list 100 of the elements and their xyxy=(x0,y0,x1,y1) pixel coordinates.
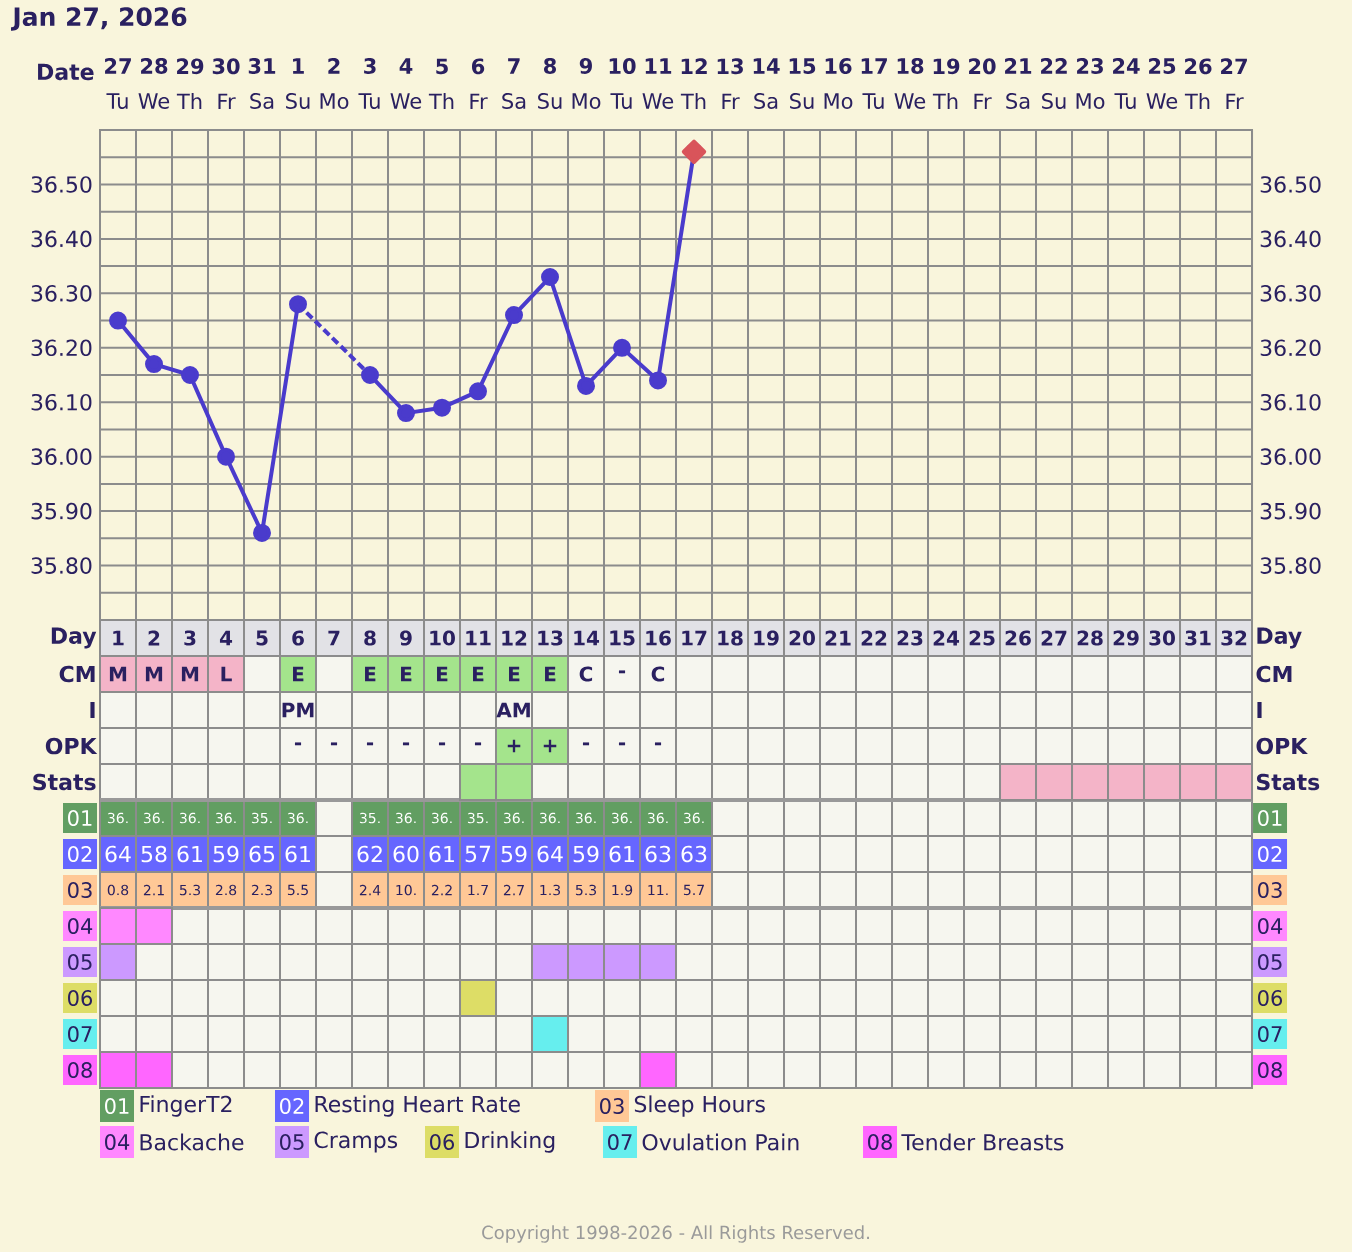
x-tick-label: 6 Fr xyxy=(470,58,488,109)
text: 36. xyxy=(683,812,704,824)
text: 36. xyxy=(143,812,164,824)
y2-tick-label: 06 xyxy=(1258,990,1283,1006)
text: Ovulation Pain xyxy=(642,1133,799,1151)
y-tick-label: 36.40 xyxy=(31,230,92,248)
text: 2.3 xyxy=(251,884,273,896)
text: - xyxy=(618,670,626,674)
text: - xyxy=(402,742,410,746)
text: Tender Breasts xyxy=(901,1133,1064,1151)
x-tick-label: 27 Tu xyxy=(105,58,131,109)
x-tick-label: 19 Th xyxy=(932,58,960,109)
point xyxy=(217,447,236,466)
point xyxy=(181,366,200,385)
text: 9 xyxy=(400,630,412,646)
text: 27 xyxy=(1041,630,1067,646)
y-tick-label: OPK xyxy=(45,737,98,755)
x-tick-label: 20 Fr xyxy=(969,58,996,109)
point xyxy=(469,382,487,401)
point xyxy=(577,376,596,395)
y-tick-label: 01 xyxy=(68,810,92,826)
y2-tick-label: 03 xyxy=(1258,882,1282,898)
text: 57 xyxy=(465,845,491,863)
text: 2.1 xyxy=(143,884,164,896)
x-tick-label: 23 Mo xyxy=(1076,58,1105,109)
text: 1.3 xyxy=(540,884,561,896)
text: 36. xyxy=(179,812,200,824)
text: 36. xyxy=(575,812,596,824)
x-tick-label: 9 Mo xyxy=(572,58,601,109)
y2-tick-label: 05 xyxy=(1258,954,1282,970)
text: - xyxy=(582,742,590,746)
text: 35. xyxy=(359,812,380,824)
text: E xyxy=(401,666,412,682)
y2-tick-label: 04 xyxy=(1258,918,1283,934)
text: + xyxy=(543,739,557,753)
text: 2.4 xyxy=(359,884,381,896)
x-tick-label: 5 Th xyxy=(428,58,454,109)
text: - xyxy=(654,742,662,746)
x-tick-label: 8 Su xyxy=(538,58,562,109)
y2-tick-label: 36.40 xyxy=(1260,230,1321,248)
text: 20 xyxy=(789,630,815,646)
text: 64 xyxy=(537,845,563,863)
text: 63 xyxy=(645,845,671,863)
text: 35. xyxy=(251,812,272,824)
point xyxy=(253,523,271,542)
text: 24 xyxy=(933,630,960,646)
y2-tick-label: I xyxy=(1257,702,1262,719)
text: 6 xyxy=(292,630,304,646)
text: 5.7 xyxy=(683,884,704,896)
text: - xyxy=(294,742,302,746)
text: C xyxy=(651,666,665,682)
y2-tick-label: 01 xyxy=(1258,810,1282,826)
y-tick-label: 08 xyxy=(68,1062,92,1078)
x-tick-label: 22 Su xyxy=(1041,58,1067,109)
x-axis-title: Date xyxy=(38,63,94,81)
text: 58 xyxy=(141,845,167,863)
text: 61 xyxy=(285,845,310,863)
x-tick-label: 25 We xyxy=(1146,58,1178,109)
text: 62 xyxy=(357,845,382,863)
text: 31 xyxy=(1185,630,1211,646)
x-tick-label: 13 Fr xyxy=(717,58,743,109)
x-tick-label: 28 We xyxy=(138,58,170,109)
y2-tick-label: Stats xyxy=(1256,773,1320,791)
text: M xyxy=(145,666,163,682)
x-tick-label: 24 Tu xyxy=(1113,58,1140,109)
text: 36. xyxy=(647,812,668,824)
text: 36. xyxy=(107,812,128,824)
y-tick-label: 36.30 xyxy=(31,285,92,302)
text: 61 xyxy=(429,845,454,863)
text: - xyxy=(618,742,626,746)
category-label: 01 xyxy=(105,1098,129,1114)
y2-tick-label: 36.20 xyxy=(1260,339,1321,357)
text: 63 xyxy=(681,845,707,863)
y2-tick-label: 02 xyxy=(1258,846,1282,862)
y-tick-label: 06 xyxy=(68,990,93,1006)
point xyxy=(505,306,524,325)
x-tick-label: 7 Sa xyxy=(502,58,526,109)
y2-tick-label: 35.80 xyxy=(1260,557,1321,574)
text: C xyxy=(579,666,593,682)
text: 10 xyxy=(430,630,455,646)
text: L xyxy=(221,666,232,682)
y2-tick-label: 36.00 xyxy=(1260,448,1321,465)
point xyxy=(541,268,560,287)
text: 61 xyxy=(177,845,202,863)
x-tick-label: 11 We xyxy=(642,58,674,109)
text: 5.3 xyxy=(575,884,597,896)
text: FingerT2 xyxy=(140,1095,232,1117)
text: 2 xyxy=(148,630,160,646)
y2-tick-label: Day xyxy=(1257,627,1302,649)
text: - xyxy=(330,742,338,746)
text: 14 xyxy=(574,630,600,646)
text: 36. xyxy=(287,812,308,824)
text: 1.7 xyxy=(468,884,488,896)
point xyxy=(613,338,632,357)
y2-tick-label: 36.30 xyxy=(1260,285,1321,302)
y-tick-label: CM xyxy=(59,665,95,683)
text: - xyxy=(366,742,374,746)
text: 1 xyxy=(113,630,124,646)
text: 17 xyxy=(682,630,707,646)
text: 2.2 xyxy=(431,884,452,896)
